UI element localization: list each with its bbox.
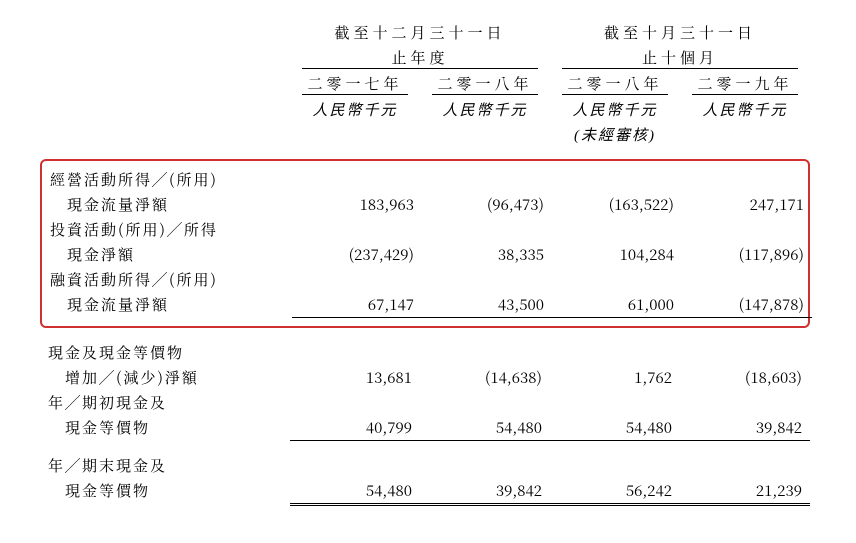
netchange-2019: (18,603) (680, 365, 810, 390)
spacer (40, 441, 810, 453)
begin-2018a: 54,480 (420, 415, 550, 441)
end-2018a: 39,842 (420, 478, 550, 506)
row-netchange-label-b: 增加╱(減少)淨額 (40, 365, 290, 390)
begin-2019: 39,842 (680, 415, 810, 441)
group-header-1-line1: 截至十二月三十一日 (290, 20, 550, 45)
col-header-2017: 二零一七年 (290, 71, 420, 97)
investing-2019: (117,896) (682, 242, 812, 267)
row-financing-label-b: 現金流量淨額 (42, 292, 292, 318)
blank (420, 122, 550, 147)
end-2017: 54,480 (290, 478, 420, 506)
blank (40, 20, 290, 45)
row-operating-label-b: 現金流量淨額 (42, 192, 292, 217)
spacer (40, 328, 810, 340)
operating-2018a: (96,473) (422, 192, 552, 217)
unit-1: 人民幣千元 (290, 97, 420, 122)
operating-2017: 183,963 (292, 192, 422, 217)
unaudited-note: (未經審核) (550, 122, 680, 147)
unit-2: 人民幣千元 (420, 97, 550, 122)
row-netchange-label-a: 現金及現金等價物 (40, 340, 290, 365)
blank (40, 45, 290, 71)
highlighted-section: 經營活動所得╱(所用) 現金流量淨額 183,963 (96,473) (163… (40, 159, 810, 328)
blank (40, 71, 290, 97)
group-header-2-line1: 截至十月三十一日 (550, 20, 810, 45)
begin-2018b: 54,480 (550, 415, 680, 441)
end-2018b: 56,242 (550, 478, 680, 506)
investing-2018b: 104,284 (552, 242, 682, 267)
financing-2019: (147,878) (682, 292, 812, 318)
spacer (40, 147, 810, 159)
unit-3: 人民幣千元 (550, 97, 680, 122)
investing-2017: (237,429) (292, 242, 422, 267)
row-investing-label-b: 現金淨額 (42, 242, 292, 267)
row-operating-label-a: 經營活動所得╱(所用) (42, 167, 292, 192)
row-end-label-a: 年╱期末現金及 (40, 453, 290, 478)
col-header-2019: 二零一九年 (680, 71, 810, 97)
group-header-2-line2: 止十個月 (550, 45, 810, 71)
row-financing-label-a: 融資活動所得╱(所用) (42, 267, 292, 292)
col-header-2018b: 二零一八年 (550, 71, 680, 97)
row-begin-label-a: 年╱期初現金及 (40, 390, 290, 415)
financing-2018a: 43,500 (422, 292, 552, 318)
unit-4: 人民幣千元 (680, 97, 810, 122)
operating-2018b: (163,522) (552, 192, 682, 217)
row-investing-label-a: 投資活動(所用)╱所得 (42, 217, 292, 242)
blank (40, 97, 290, 122)
cashflow-table: 截至十二月三十一日 截至十月三十一日 止年度 止十個月 二零一七年 二零一八年 … (40, 20, 816, 506)
financing-2017: 67,147 (292, 292, 422, 318)
blank (680, 122, 810, 147)
netchange-2018b: 1,762 (550, 365, 680, 390)
row-begin-label-b: 現金等價物 (40, 415, 290, 441)
operating-2019: 247,171 (682, 192, 812, 217)
netchange-2018a: (14,638) (420, 365, 550, 390)
col-header-2018a: 二零一八年 (420, 71, 550, 97)
begin-2017: 40,799 (290, 415, 420, 441)
blank (40, 122, 290, 147)
row-end-label-b: 現金等價物 (40, 478, 290, 506)
blank (290, 122, 420, 147)
end-2019: 21,239 (680, 478, 810, 506)
financing-2018b: 61,000 (552, 292, 682, 318)
netchange-2017: 13,681 (290, 365, 420, 390)
group-header-1-line2: 止年度 (290, 45, 550, 71)
investing-2018a: 38,335 (422, 242, 552, 267)
